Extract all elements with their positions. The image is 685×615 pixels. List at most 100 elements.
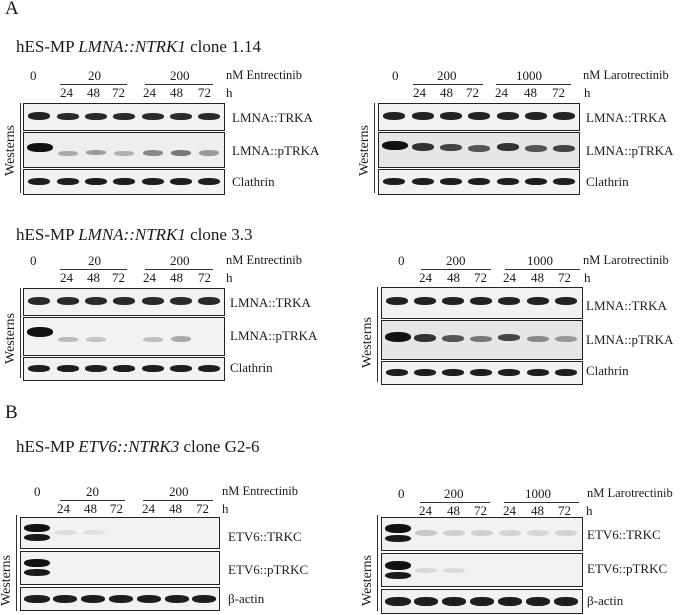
a4-band bbox=[498, 369, 520, 376]
a1-dose-2-underline bbox=[145, 84, 213, 85]
a3-row-1-label: LMNA::TRKA bbox=[230, 295, 311, 310]
a1-time-1: 24 bbox=[60, 85, 73, 100]
a2-band bbox=[497, 112, 519, 120]
b2-row-1-label: ETV6::TRKC bbox=[587, 527, 661, 542]
a4-band bbox=[414, 369, 436, 376]
a2-blot-loading bbox=[378, 169, 580, 195]
b2-blot-loading bbox=[381, 589, 583, 614]
a3-dose-2-underline bbox=[145, 269, 213, 270]
a4-westerns-label: Westerns bbox=[360, 317, 375, 368]
b2-drug-label: nM Larotrectinib bbox=[587, 486, 673, 500]
b2-dose-zero: 0 bbox=[398, 486, 405, 501]
b2-time-3: 72 bbox=[474, 503, 487, 518]
a2-dose-zero: 0 bbox=[392, 68, 399, 83]
a1-band bbox=[143, 150, 163, 156]
a2-band bbox=[525, 178, 547, 185]
a2-band bbox=[525, 112, 547, 120]
a2-band bbox=[440, 112, 462, 120]
a3-blot-total bbox=[23, 288, 225, 316]
a2-time-1: 24 bbox=[413, 85, 426, 100]
b2-time-4: 24 bbox=[503, 503, 516, 518]
a3-time-2: 48 bbox=[87, 270, 100, 285]
a3-band bbox=[28, 297, 50, 305]
a4-band bbox=[386, 297, 408, 305]
b2-band bbox=[414, 597, 438, 606]
b1-band bbox=[192, 595, 216, 603]
a1-band bbox=[57, 178, 79, 185]
a1-row-3-label: Clathrin bbox=[232, 174, 275, 189]
a2-band bbox=[382, 141, 408, 150]
b2-dose-2: 1000 bbox=[525, 486, 551, 501]
a4-dose-1: 200 bbox=[446, 253, 466, 268]
a3-time-1: 24 bbox=[60, 270, 73, 285]
b2-band bbox=[498, 597, 522, 606]
a2-band bbox=[497, 143, 519, 151]
b2-dose-1: 200 bbox=[444, 486, 464, 501]
a2-band bbox=[468, 112, 490, 120]
b2-band bbox=[499, 530, 521, 536]
a2-row-2-label: LMNA::pTRKA bbox=[586, 143, 674, 158]
a4-band bbox=[442, 335, 464, 342]
a4-westerns-bar bbox=[377, 287, 378, 382]
b1-band bbox=[24, 534, 50, 541]
a4-time-1: 24 bbox=[419, 270, 432, 285]
panel-a3-title: hES-MP LMNA::NTRK1 clone 3.3 bbox=[16, 225, 252, 245]
a1-band bbox=[170, 178, 192, 185]
a4-time-5: 48 bbox=[531, 270, 544, 285]
a3-time-5: 48 bbox=[170, 270, 183, 285]
a1-blot-phospho bbox=[23, 132, 225, 168]
a3-time-6: 72 bbox=[198, 270, 211, 285]
a4-dose-2-underline bbox=[505, 269, 580, 270]
b2-dose-2-underline bbox=[504, 502, 579, 503]
panel-a1-title: hES-MP LMNA::NTRK1 clone 1.14 bbox=[16, 37, 261, 57]
a1-band bbox=[85, 178, 107, 185]
a2-band bbox=[412, 178, 434, 185]
b2-band bbox=[385, 597, 411, 606]
a4-hour-label: h bbox=[584, 270, 591, 285]
b1-band bbox=[24, 524, 50, 532]
a1-band bbox=[142, 113, 164, 120]
a1-band bbox=[85, 113, 107, 120]
a1-westerns-label: Westerns bbox=[3, 125, 18, 176]
a2-blot-total bbox=[378, 103, 580, 131]
a3-dose-1: 20 bbox=[88, 253, 101, 268]
section-a-letter: A bbox=[5, 0, 19, 19]
a3-band bbox=[58, 337, 78, 342]
a3-band bbox=[85, 365, 107, 372]
a2-band bbox=[553, 145, 575, 152]
a4-blot-loading bbox=[381, 361, 583, 385]
a3-time-3: 72 bbox=[112, 270, 125, 285]
a2-blot-phospho bbox=[378, 132, 580, 168]
a4-band bbox=[555, 369, 577, 376]
panel-b1-title: hES-MP ETV6::NTRK3 clone G2-6 bbox=[16, 437, 260, 457]
a3-band bbox=[28, 365, 50, 372]
a4-blot-phospho bbox=[381, 320, 583, 360]
b2-band bbox=[470, 597, 494, 606]
a3-dose-2: 200 bbox=[170, 253, 190, 268]
b1-time-1: 24 bbox=[57, 501, 70, 516]
a4-band bbox=[386, 369, 408, 376]
a3-band bbox=[198, 297, 220, 305]
a3-band bbox=[142, 297, 164, 305]
a2-row-3-label: Clathrin bbox=[586, 174, 629, 189]
b1-band bbox=[53, 595, 77, 603]
b1-dose-2-underline bbox=[143, 500, 213, 501]
a1-time-2: 48 bbox=[87, 85, 100, 100]
a1-band bbox=[86, 150, 106, 155]
a3-blot-phospho bbox=[23, 317, 225, 356]
b1-row-2-label: ETV6::pTRKC bbox=[228, 562, 309, 577]
b2-time-1: 24 bbox=[419, 503, 432, 518]
a2-band bbox=[468, 178, 490, 185]
b1-blot-phospho bbox=[20, 551, 220, 585]
a2-time-4: 24 bbox=[495, 85, 508, 100]
b2-dose-1-underline bbox=[420, 502, 490, 503]
a1-band bbox=[142, 178, 164, 185]
a1-dose-1-underline bbox=[60, 84, 127, 85]
b2-band bbox=[443, 530, 465, 536]
a1-row-1-label: LMNA::TRKA bbox=[232, 110, 313, 125]
b2-row-3-label: β-actin bbox=[587, 593, 624, 608]
a4-band bbox=[414, 297, 436, 305]
a1-band bbox=[171, 150, 191, 156]
a4-dose-zero: 0 bbox=[398, 253, 405, 268]
a3-band bbox=[113, 297, 135, 305]
